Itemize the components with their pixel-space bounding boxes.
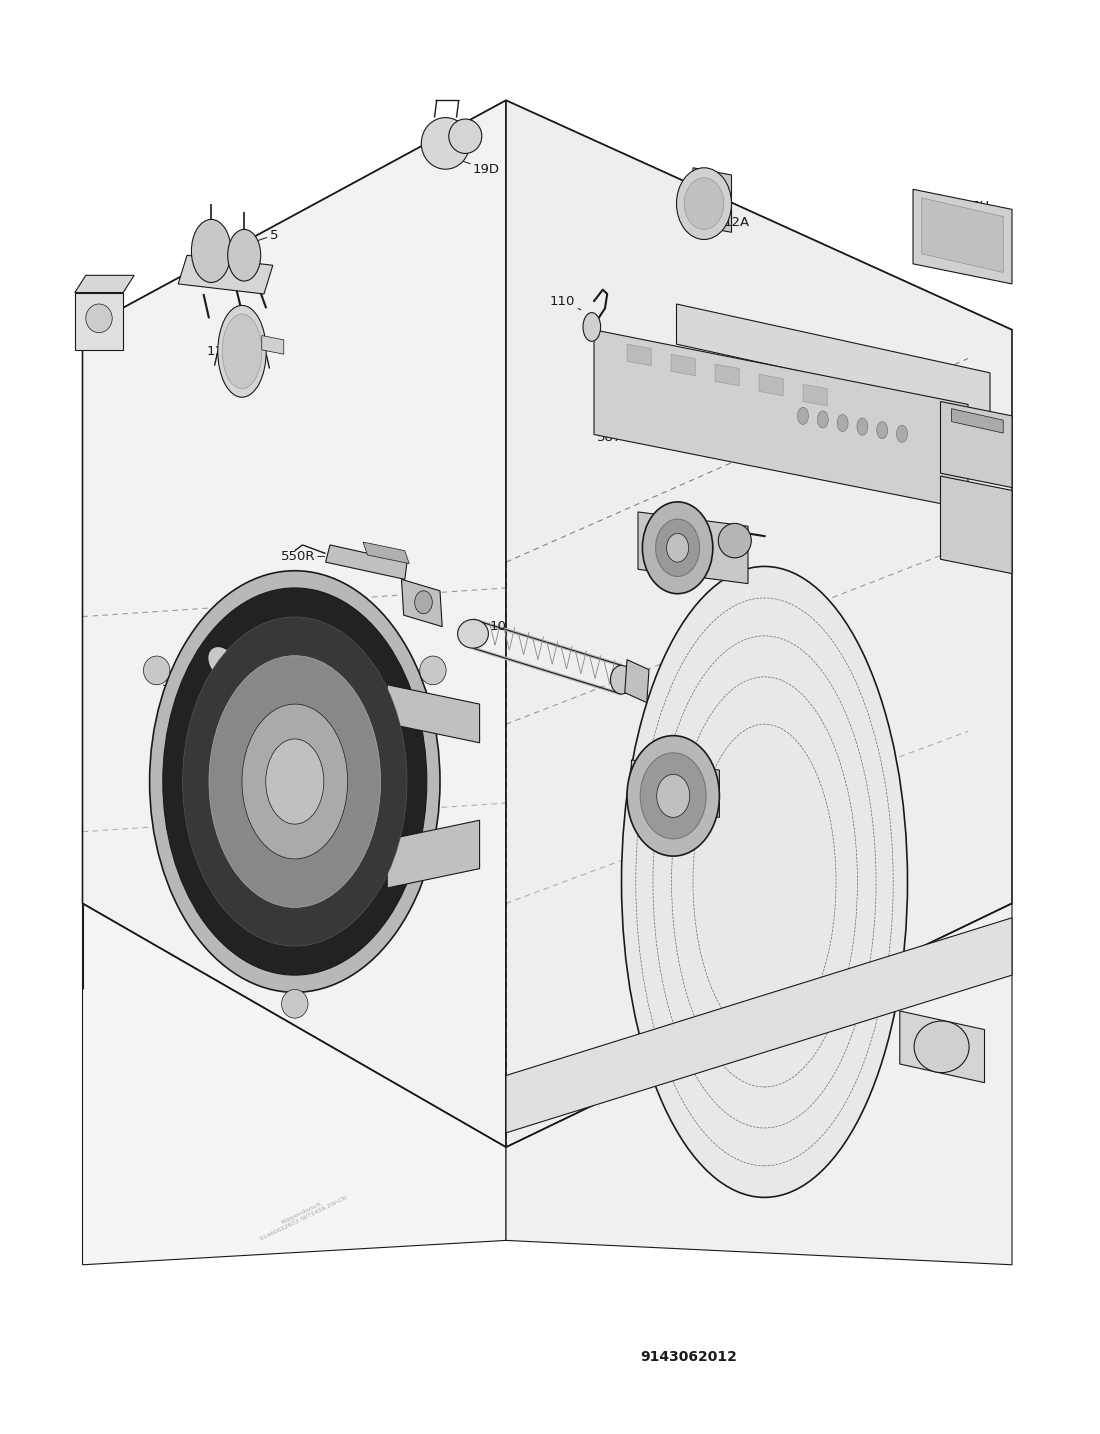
Polygon shape — [402, 579, 442, 627]
Ellipse shape — [420, 657, 447, 685]
Polygon shape — [506, 100, 1012, 1147]
Polygon shape — [506, 918, 1012, 1133]
Ellipse shape — [896, 424, 907, 442]
Text: 11: 11 — [207, 344, 236, 358]
Polygon shape — [940, 476, 1012, 574]
Polygon shape — [594, 330, 968, 509]
Polygon shape — [759, 374, 783, 396]
Ellipse shape — [282, 989, 308, 1018]
Ellipse shape — [208, 647, 236, 678]
Text: 10: 10 — [471, 619, 506, 634]
Ellipse shape — [684, 178, 724, 229]
Ellipse shape — [449, 119, 482, 153]
Ellipse shape — [86, 304, 112, 333]
Text: 550: 550 — [933, 430, 980, 452]
Ellipse shape — [583, 313, 601, 341]
Text: 7: 7 — [948, 493, 990, 523]
Ellipse shape — [228, 229, 261, 281]
Polygon shape — [82, 100, 1012, 562]
Ellipse shape — [817, 410, 828, 427]
Polygon shape — [387, 820, 480, 888]
Ellipse shape — [914, 1021, 969, 1073]
Ellipse shape — [798, 407, 808, 424]
Text: Küppersbusch
91460612603 IWT1459.2W-CN: Küppersbusch 91460612603 IWT1459.2W-CN — [257, 1190, 348, 1242]
Polygon shape — [178, 255, 273, 294]
Ellipse shape — [415, 591, 432, 614]
Polygon shape — [940, 402, 1012, 488]
Ellipse shape — [627, 736, 719, 856]
Ellipse shape — [642, 502, 713, 594]
Text: 6: 6 — [679, 807, 702, 833]
Polygon shape — [262, 336, 284, 354]
Ellipse shape — [209, 655, 381, 908]
Text: 523C: 523C — [75, 304, 110, 318]
Text: 550R: 550R — [280, 549, 324, 564]
Ellipse shape — [718, 523, 751, 558]
Polygon shape — [693, 168, 732, 232]
Polygon shape — [82, 100, 506, 1147]
Polygon shape — [387, 685, 480, 743]
Text: 19D: 19D — [440, 153, 500, 176]
Text: 110: 110 — [550, 294, 581, 310]
Ellipse shape — [621, 566, 907, 1197]
Ellipse shape — [657, 774, 690, 817]
Polygon shape — [638, 512, 748, 584]
Text: 4: 4 — [211, 792, 233, 825]
Ellipse shape — [837, 414, 848, 432]
Ellipse shape — [421, 118, 470, 169]
Text: 587H: 587H — [933, 199, 990, 222]
Ellipse shape — [150, 571, 440, 992]
Ellipse shape — [458, 619, 488, 648]
Text: 5: 5 — [240, 228, 278, 247]
Polygon shape — [625, 660, 649, 703]
Polygon shape — [715, 364, 739, 386]
Ellipse shape — [676, 168, 732, 239]
Polygon shape — [631, 760, 719, 817]
Ellipse shape — [222, 314, 262, 389]
Polygon shape — [363, 542, 409, 564]
Ellipse shape — [667, 533, 689, 562]
Text: 9143062012: 9143062012 — [640, 1351, 737, 1364]
Polygon shape — [913, 189, 1012, 284]
Text: 6A: 6A — [657, 531, 679, 548]
Ellipse shape — [857, 419, 868, 436]
Text: 587: 587 — [597, 430, 638, 445]
Polygon shape — [82, 903, 506, 1265]
Ellipse shape — [266, 739, 323, 825]
Polygon shape — [326, 545, 407, 579]
Polygon shape — [75, 293, 123, 350]
Ellipse shape — [656, 519, 700, 576]
Polygon shape — [922, 198, 1003, 272]
Ellipse shape — [218, 305, 266, 397]
Polygon shape — [676, 304, 990, 413]
Ellipse shape — [163, 588, 427, 975]
Polygon shape — [506, 903, 1012, 1265]
Ellipse shape — [610, 665, 632, 694]
Polygon shape — [627, 344, 651, 366]
Polygon shape — [952, 409, 1003, 433]
Ellipse shape — [191, 219, 231, 282]
Text: 12A: 12A — [704, 206, 750, 229]
Polygon shape — [900, 1011, 984, 1083]
Ellipse shape — [183, 617, 407, 946]
Ellipse shape — [242, 704, 348, 859]
Polygon shape — [75, 275, 134, 293]
Polygon shape — [803, 384, 827, 406]
Ellipse shape — [143, 657, 169, 685]
Ellipse shape — [640, 753, 706, 839]
Ellipse shape — [877, 422, 888, 439]
Text: 550P: 550P — [678, 318, 711, 336]
Text: 531C: 531C — [162, 667, 200, 690]
Polygon shape — [671, 354, 695, 376]
